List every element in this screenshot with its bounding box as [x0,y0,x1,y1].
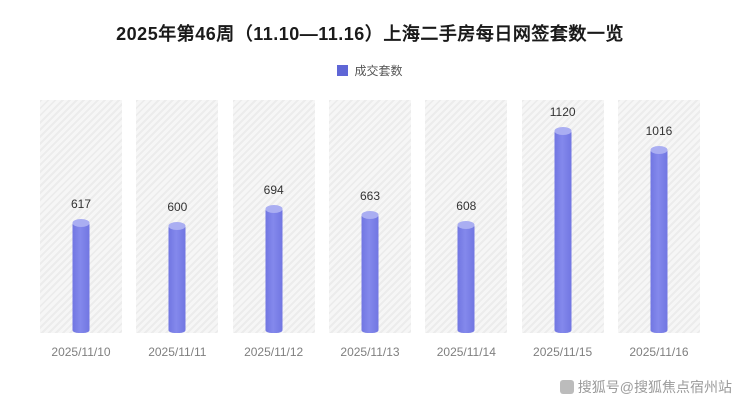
bar-chart: 617 2025/11/10 600 2025/11/11 694 2025/11/12 6… [40,100,700,359]
legend-label: 成交套数 [354,64,403,78]
x-axis-label: 2025/11/15 [533,345,593,359]
watermark-text: 搜狐号@搜狐焦点宿州站 [577,379,732,395]
page-title: 2025年第46周（11.10—11.16）上海二手房每日网签套数一览 [116,24,624,44]
bar-top-ellipse [554,127,572,135]
watermark: 搜狐号@搜狐焦点宿州站 [559,377,732,397]
x-axis-label: 2025/11/11 [148,345,207,359]
x-axis-label: 2025/11/10 [51,345,111,359]
chart-column: 663 2025/11/13 [328,100,411,359]
bar-value-label: 1120 [549,105,576,119]
x-axis-label: 2025/11/14 [436,345,496,359]
bar-top-ellipse [650,146,668,154]
bar [650,146,668,333]
x-axis-label: 2025/11/13 [340,345,400,359]
bar-top-ellipse [265,205,283,213]
bar-value-label: 608 [456,199,477,213]
legend-color-swatch [337,65,349,76]
bar [265,205,283,333]
bar-top-ellipse [72,219,90,227]
chart-column: 1016 2025/11/16 [617,100,700,359]
x-axis-label: 2025/11/16 [629,345,689,359]
bar [554,127,572,333]
legend: 成交套数 [0,62,740,79]
bar-value-label: 694 [263,183,284,197]
bar [72,219,90,333]
bar-value-label: 663 [359,189,380,203]
chart-column: 1120 2025/11/15 [521,100,604,359]
bar-value-label: 617 [70,197,92,211]
chart-column: 694 2025/11/12 [232,100,315,359]
bar [361,211,379,333]
bar [457,221,475,333]
bar-top-ellipse [361,211,379,219]
chart-column: 617 2025/11/10 [40,100,122,359]
chart-column: 600 2025/11/11 [136,100,219,359]
sohu-logo-icon [559,380,574,394]
bar-top-ellipse [168,222,186,230]
bar [168,222,186,333]
x-axis-label: 2025/11/12 [244,345,304,359]
bar-top-ellipse [457,221,475,229]
bar-value-label: 600 [167,200,188,214]
bar-value-label: 1016 [645,124,673,138]
chart-column: 608 2025/11/14 [425,100,508,359]
